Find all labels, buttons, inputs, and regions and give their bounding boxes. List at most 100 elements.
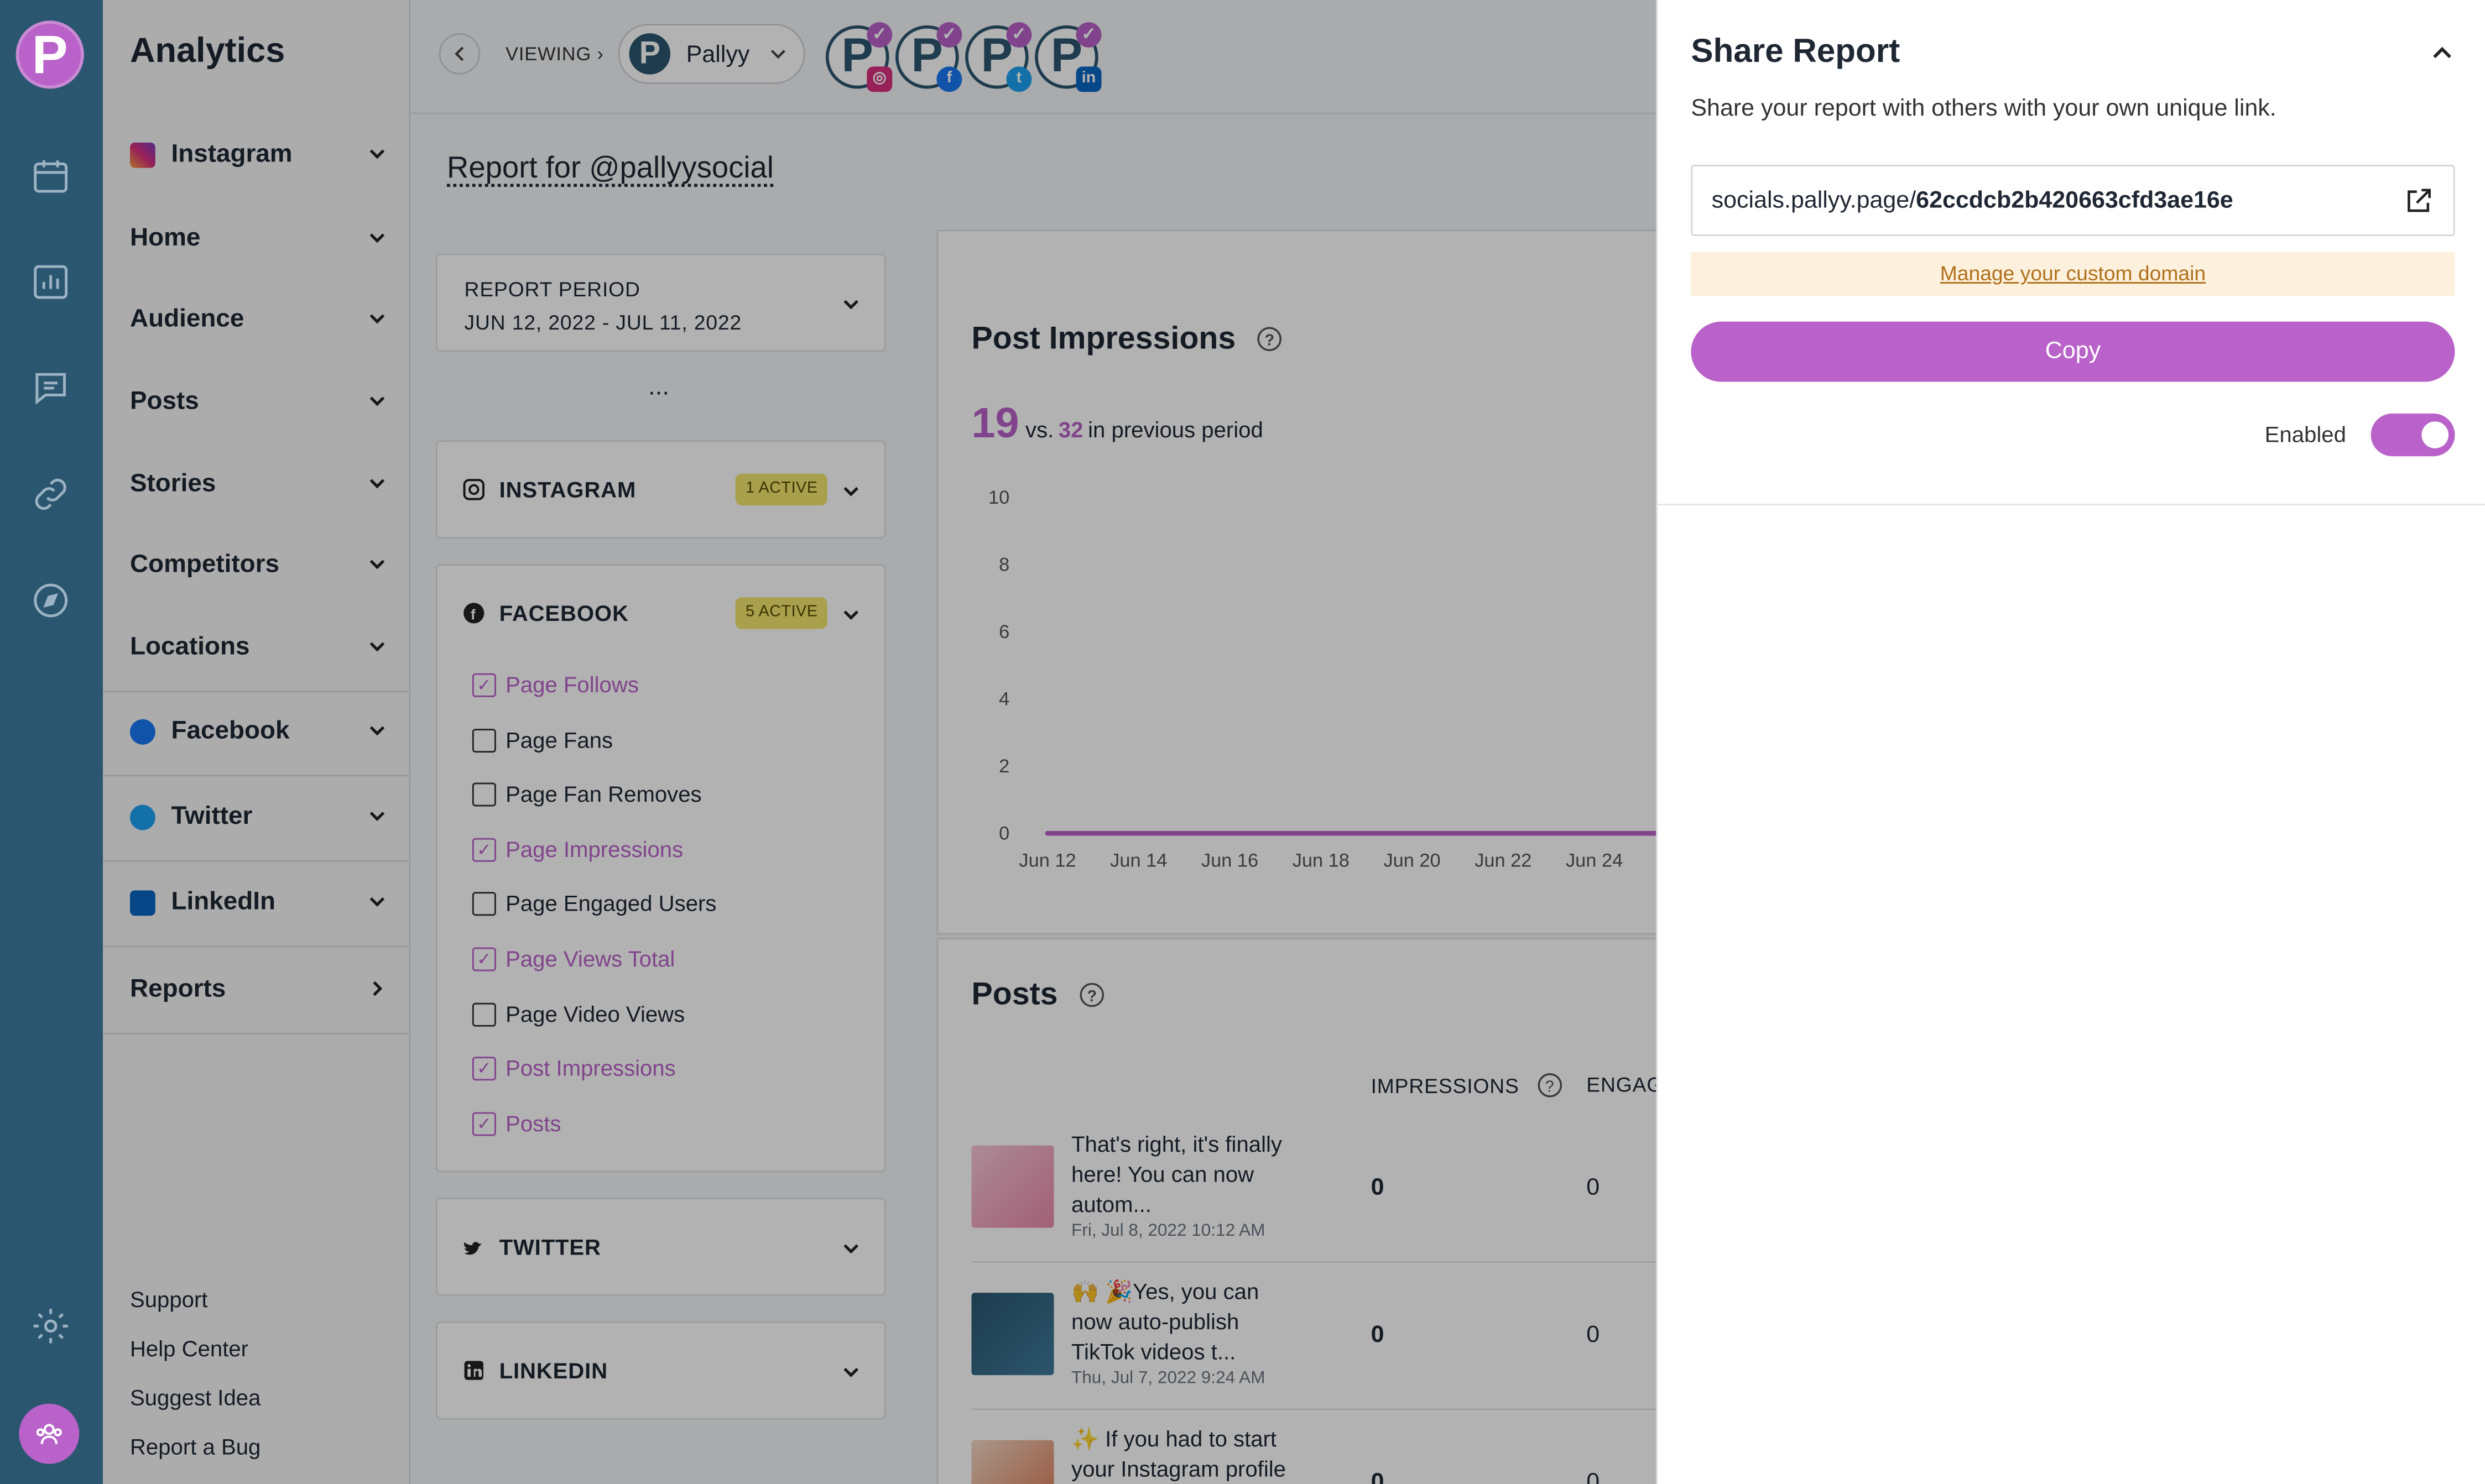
account-selector[interactable]: P Pallyy bbox=[618, 23, 805, 84]
link-icon[interactable] bbox=[30, 474, 71, 515]
table-row[interactable]: 🙌 🎉Yes, you can now auto-publish TikTok … bbox=[971, 1264, 1669, 1410]
checkbox-unchecked[interactable] bbox=[472, 1002, 496, 1026]
metric-page-fans[interactable]: Page Fans bbox=[472, 727, 613, 753]
team-avatar[interactable] bbox=[19, 1403, 80, 1464]
calendar-icon[interactable] bbox=[30, 155, 71, 197]
y-tick-label: 4 bbox=[999, 689, 1009, 710]
help-icon[interactable]: ? bbox=[1257, 326, 1283, 352]
analytics-icon[interactable] bbox=[30, 262, 71, 303]
card-title-text: Posts bbox=[971, 977, 1058, 1012]
impressions-column-header[interactable]: IMPRESSIONS ? bbox=[1371, 1073, 1562, 1098]
post-thumbnail bbox=[971, 1145, 1054, 1228]
checkbox-checked[interactable]: ✓ bbox=[472, 1111, 496, 1136]
compass-icon[interactable] bbox=[30, 580, 71, 621]
profile-chip-instagram[interactable]: P ✓ ◎ bbox=[825, 22, 893, 92]
help-icon[interactable]: ? bbox=[1079, 983, 1105, 1008]
data-point bbox=[1045, 830, 1050, 836]
support-link[interactable]: Support bbox=[129, 1286, 208, 1312]
more-options[interactable]: ... bbox=[648, 374, 670, 401]
viewing-text: VIEWING bbox=[506, 43, 592, 65]
chevron-down-icon bbox=[369, 560, 385, 569]
help-icon[interactable]: ? bbox=[1536, 1073, 1562, 1098]
twitter-section[interactable]: TWITTER bbox=[435, 1198, 886, 1296]
checkbox-unchecked[interactable] bbox=[472, 891, 496, 915]
sidebar-item-twitter[interactable]: Twitter bbox=[103, 783, 410, 853]
profile-chip-twitter[interactable]: P ✓ t bbox=[965, 22, 1032, 92]
sidebar-item-label: Posts bbox=[129, 388, 199, 415]
external-link-icon[interactable] bbox=[2404, 187, 2433, 216]
sidebar-item-stories[interactable]: Stories bbox=[103, 450, 410, 520]
checkbox-checked[interactable]: ✓ bbox=[472, 947, 496, 971]
active-badge: 5 ACTIVE bbox=[736, 597, 827, 629]
modal-backdrop[interactable] bbox=[103, 0, 1656, 1484]
help-center-link[interactable]: Help Center bbox=[129, 1335, 249, 1361]
chevron-right-icon: › bbox=[597, 43, 604, 65]
sidebar-item-linkedin[interactable]: LinkedIn bbox=[103, 868, 410, 938]
impressions-current: 19 bbox=[971, 399, 1019, 447]
back-button[interactable] bbox=[439, 33, 481, 75]
x-tick-label: Jun 16 bbox=[1201, 850, 1258, 871]
sidebar-item-competitors[interactable]: Competitors bbox=[103, 531, 410, 600]
twitter-icon bbox=[129, 804, 155, 830]
y-tick-label: 8 bbox=[999, 555, 1009, 576]
metric-post-impressions[interactable]: ✓ Post Impressions bbox=[472, 1055, 676, 1080]
metric-page-impressions[interactable]: ✓ Page Impressions bbox=[472, 837, 683, 862]
sidebar-item-posts[interactable]: Posts bbox=[103, 368, 410, 437]
metric-page-fan-removes[interactable]: Page Fan Removes bbox=[472, 781, 702, 807]
team-icon bbox=[36, 1424, 62, 1444]
pallyy-logo[interactable]: P bbox=[15, 20, 84, 89]
metric-label: Page Fan Removes bbox=[506, 781, 702, 807]
report-title[interactable]: Report for @pallyysocial bbox=[447, 152, 774, 186]
chevron-down-icon bbox=[369, 812, 385, 822]
sidebar-item-reports[interactable]: Reports bbox=[103, 955, 410, 1025]
checkbox-unchecked[interactable] bbox=[472, 782, 496, 806]
metric-page-engaged-users[interactable]: Page Engaged Users bbox=[472, 890, 716, 916]
instagram-icon bbox=[463, 479, 485, 500]
metric-page-follows[interactable]: ✓ Page Follows bbox=[472, 672, 639, 697]
metric-page-views-total[interactable]: ✓ Page Views Total bbox=[472, 946, 675, 971]
comments-icon[interactable] bbox=[30, 368, 71, 409]
sidebar-title: Analytics bbox=[129, 30, 285, 70]
sidebar-item-label: Reports bbox=[129, 976, 226, 1003]
sidebar-item-instagram[interactable]: Instagram bbox=[103, 121, 410, 190]
instagram-section[interactable]: INSTAGRAM 1 ACTIVE bbox=[435, 440, 886, 539]
metric-label: Post Impressions bbox=[506, 1055, 676, 1081]
metric-page-video-views[interactable]: Page Video Views bbox=[472, 1001, 685, 1027]
facebook-section-header[interactable]: f FACEBOOK bbox=[463, 600, 629, 626]
post-engagement: 0 bbox=[1586, 1469, 1600, 1484]
post-impressions-card: Post Impressions ? 19 vs. 32 in previous… bbox=[936, 229, 1668, 935]
chevron-down-icon bbox=[770, 50, 785, 59]
previous-period-text: in previous period bbox=[1088, 416, 1263, 442]
chevron-up-icon[interactable] bbox=[2430, 41, 2455, 67]
checkbox-checked[interactable]: ✓ bbox=[472, 672, 496, 697]
table-row[interactable]: ✨ If you had to start your Instagram pro… bbox=[971, 1412, 1669, 1484]
checkbox-checked[interactable]: ✓ bbox=[472, 837, 496, 861]
twitter-icon: t bbox=[1006, 66, 1032, 92]
sidebar-item-facebook[interactable]: Facebook bbox=[103, 697, 410, 767]
report-bug-link[interactable]: Report a Bug bbox=[129, 1434, 261, 1460]
metric-posts[interactable]: ✓ Posts bbox=[472, 1111, 561, 1136]
post-text: 🙌 🎉Yes, you can now auto-publish TikTok … bbox=[1071, 1278, 1259, 1365]
profile-chip-facebook[interactable]: P ✓ f bbox=[895, 22, 962, 92]
linkedin-section[interactable]: LINKEDIN bbox=[435, 1321, 886, 1420]
checkbox-checked[interactable]: ✓ bbox=[472, 1055, 496, 1080]
linkedin-icon bbox=[464, 1361, 483, 1380]
sidebar-item-home[interactable]: Home bbox=[103, 205, 410, 274]
report-period-dropdown[interactable]: REPORT PERIOD JUN 12, 2022 - JUL 11, 202… bbox=[435, 253, 886, 352]
chevron-down-icon bbox=[369, 726, 385, 736]
profile-chip-linkedin[interactable]: P ✓ in bbox=[1035, 22, 1102, 92]
settings-gear-icon[interactable] bbox=[30, 1305, 71, 1347]
share-link-field[interactable]: socials.pallyy.page/62ccdcb2b420663cfd3a… bbox=[1691, 165, 2455, 236]
manage-custom-domain-link[interactable]: Manage your custom domain bbox=[1691, 252, 2455, 296]
sidebar-item-audience[interactable]: Audience bbox=[103, 285, 410, 355]
copy-button[interactable]: Copy bbox=[1691, 321, 2455, 382]
share-description: Share your report with others with your … bbox=[1691, 95, 2276, 122]
checkbox-unchecked[interactable] bbox=[472, 728, 496, 752]
engagement-column-header[interactable]: ENGAG bbox=[1586, 1072, 1664, 1096]
metric-label: Page Follows bbox=[506, 671, 639, 697]
table-row[interactable]: That's right, it's finally here! You can… bbox=[971, 1117, 1669, 1263]
suggest-idea-link[interactable]: Suggest Idea bbox=[129, 1384, 261, 1410]
sidebar-item-locations[interactable]: Locations bbox=[103, 613, 410, 683]
enabled-toggle[interactable] bbox=[2371, 413, 2455, 457]
